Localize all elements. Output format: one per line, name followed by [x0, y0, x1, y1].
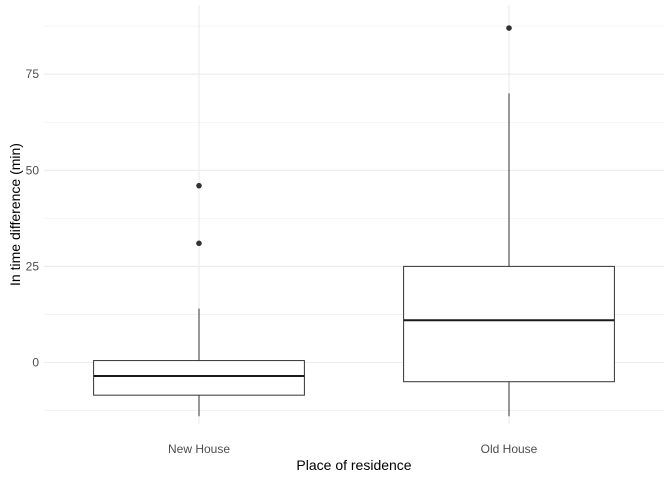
box-iqr: [403, 265, 615, 383]
x-tick-label: Old House: [481, 442, 538, 456]
x-tick-labels: New House Old House: [168, 442, 538, 456]
outlier-point: [506, 25, 512, 31]
y-tick-labels: 0 25 50 75: [26, 67, 40, 369]
x-tick-label: New House: [168, 442, 230, 456]
box-old-house: [403, 25, 615, 417]
outlier-point: [196, 182, 202, 189]
outlier-point: [196, 240, 202, 247]
y-tick-label: 50: [26, 163, 40, 177]
y-tick-label: 75: [26, 67, 40, 81]
y-axis-title: In time difference (min): [7, 143, 23, 286]
y-tick-label: 0: [32, 355, 39, 369]
boxes: [93, 25, 615, 417]
x-axis-title: Place of residence: [296, 457, 411, 473]
box-new-house: [93, 182, 305, 417]
y-tick-label: 25: [26, 259, 40, 273]
box-iqr: [93, 360, 305, 396]
